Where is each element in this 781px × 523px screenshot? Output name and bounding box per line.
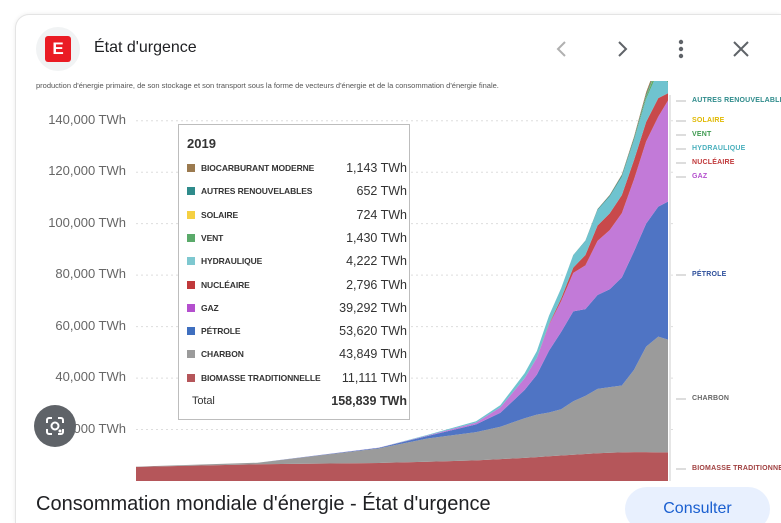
- chart-image[interactable]: production d'énergie primaire, de son st…: [36, 81, 781, 483]
- google-lens-button[interactable]: [34, 405, 76, 447]
- lens-icon: [46, 417, 64, 435]
- area-p-trole: [136, 201, 668, 467]
- y-tick-label: 140,000 TWh: [48, 111, 126, 127]
- legend-value: 1,430 TWh: [346, 230, 407, 245]
- legend-total-row: Total 158,839 TWh: [187, 391, 407, 411]
- legend-value: 53,620 TWh: [339, 324, 407, 339]
- right-series-label: NUCLÉAIRE: [692, 159, 735, 166]
- legend-name: CHARBON: [201, 349, 244, 360]
- legend-swatch: [187, 280, 195, 289]
- right-series-label: BIOMASSE TRADITIONNELLE: [692, 465, 781, 472]
- y-tick-label: 40,000 TWh: [55, 369, 126, 385]
- legend-row: GAZ 39,292 TWh: [187, 298, 407, 318]
- legend-swatch: [187, 373, 195, 382]
- legend-swatch: [187, 257, 195, 266]
- legend-swatch: [187, 233, 195, 242]
- legend-name: PÉTROLE: [201, 326, 241, 337]
- legend-row: SOLAIRE 724 TWh: [187, 205, 407, 225]
- legend-value: 724 TWh: [356, 207, 408, 222]
- legend-name: NUCLÉAIRE: [201, 279, 250, 290]
- right-series-label: AUTRES RENOUVELABLES: [692, 97, 781, 104]
- legend-name: SOLAIRE: [201, 209, 239, 220]
- legend-value: 4,222 TWh: [346, 254, 407, 269]
- legend-row: CHARBON 43,849 TWh: [187, 344, 407, 364]
- legend-name: BIOCARBURANT MODERNE: [201, 163, 315, 173]
- right-series-label: CHARBON: [692, 395, 730, 402]
- area-gaz: [136, 100, 668, 467]
- y-tick-label: 120,000 TWh: [48, 163, 126, 179]
- legend-swatch: [187, 210, 195, 219]
- more-vert-icon: [678, 39, 684, 59]
- legend-row: HYDRAULIQUE 4,222 TWh: [187, 251, 407, 271]
- legend-value: 1,143 TWh: [346, 161, 407, 175]
- y-tick-label: 60,000 TWh: [55, 317, 126, 333]
- legend-value: 652 TWh: [356, 184, 408, 199]
- legend-name: AUTRES RENOUVELABLES: [201, 186, 313, 197]
- legend-row: NUCLÉAIRE 2,796 TWh: [187, 275, 407, 295]
- legend-name: HYDRAULIQUE: [201, 256, 263, 267]
- chevron-left-icon: [556, 41, 566, 57]
- close-button[interactable]: [727, 35, 755, 63]
- next-button[interactable]: [608, 35, 636, 63]
- area-biomasse-traditionnelle: [136, 452, 668, 481]
- right-series-label: SOLAIRE: [692, 117, 725, 124]
- site-name[interactable]: État d'urgence: [94, 39, 197, 56]
- preview-header: E État d'urgence: [16, 15, 781, 81]
- legend-total-value: 158,839 TWh: [331, 394, 407, 408]
- consult-button[interactable]: Consulter: [625, 487, 770, 523]
- image-title-link[interactable]: Consommation mondiale d'énergie - État d…: [36, 493, 491, 515]
- legend-row: VENT 1,430 TWh: [187, 228, 407, 248]
- legend-swatch: [187, 164, 195, 172]
- legend-value: 39,292 TWh: [339, 300, 407, 315]
- legend-value: 11,111 TWh: [341, 370, 407, 385]
- legend-name: BIOMASSE TRADITIONNELLE: [201, 372, 321, 383]
- legend-row: BIOMASSE TRADITIONNELLE 11,111 TWh: [187, 368, 407, 388]
- chart-subtitle: production d'énergie primaire, de son st…: [36, 81, 499, 90]
- site-favicon-icon[interactable]: E: [45, 36, 71, 62]
- previous-button[interactable]: [548, 35, 576, 63]
- close-icon: [733, 41, 749, 57]
- legend-swatch: [187, 350, 195, 359]
- right-series-label: HYDRAULIQUE: [692, 145, 746, 152]
- energy-area-chart: [136, 81, 686, 481]
- legend-total-label: Total: [192, 395, 215, 407]
- legend-row: PÉTROLE 53,620 TWh: [187, 321, 407, 341]
- legend-name: VENT: [201, 232, 224, 243]
- legend-name: GAZ: [201, 302, 219, 313]
- area-charbon: [136, 336, 668, 467]
- right-series-label: GAZ: [692, 173, 708, 180]
- chevron-right-icon: [618, 41, 628, 57]
- legend-value: 43,849 TWh: [339, 347, 407, 362]
- y-tick-label: 80,000 TWh: [55, 266, 126, 282]
- right-series-label: VENT: [692, 131, 712, 138]
- legend-row: BIOCARBURANT MODERNE 1,143 TWh: [187, 158, 407, 178]
- legend-swatch: [187, 303, 195, 312]
- chart-legend-table: 2019 BIOCARBURANT MODERNE 1,143 TWh AUTRES…: [178, 124, 410, 420]
- right-series-label: PÉTROLE: [692, 271, 727, 278]
- image-preview-card: E État d'urgence production d'énergie pr…: [15, 14, 781, 523]
- legend-value: 2,796 TWh: [346, 277, 407, 292]
- legend-year: 2019: [187, 136, 216, 151]
- legend-swatch: [187, 187, 195, 196]
- y-tick-label: 100,000 TWh: [48, 214, 126, 230]
- more-options-button[interactable]: [667, 35, 695, 63]
- legend-swatch: [187, 327, 195, 336]
- legend-row: AUTRES RENOUVELABLES 652 TWh: [187, 181, 407, 201]
